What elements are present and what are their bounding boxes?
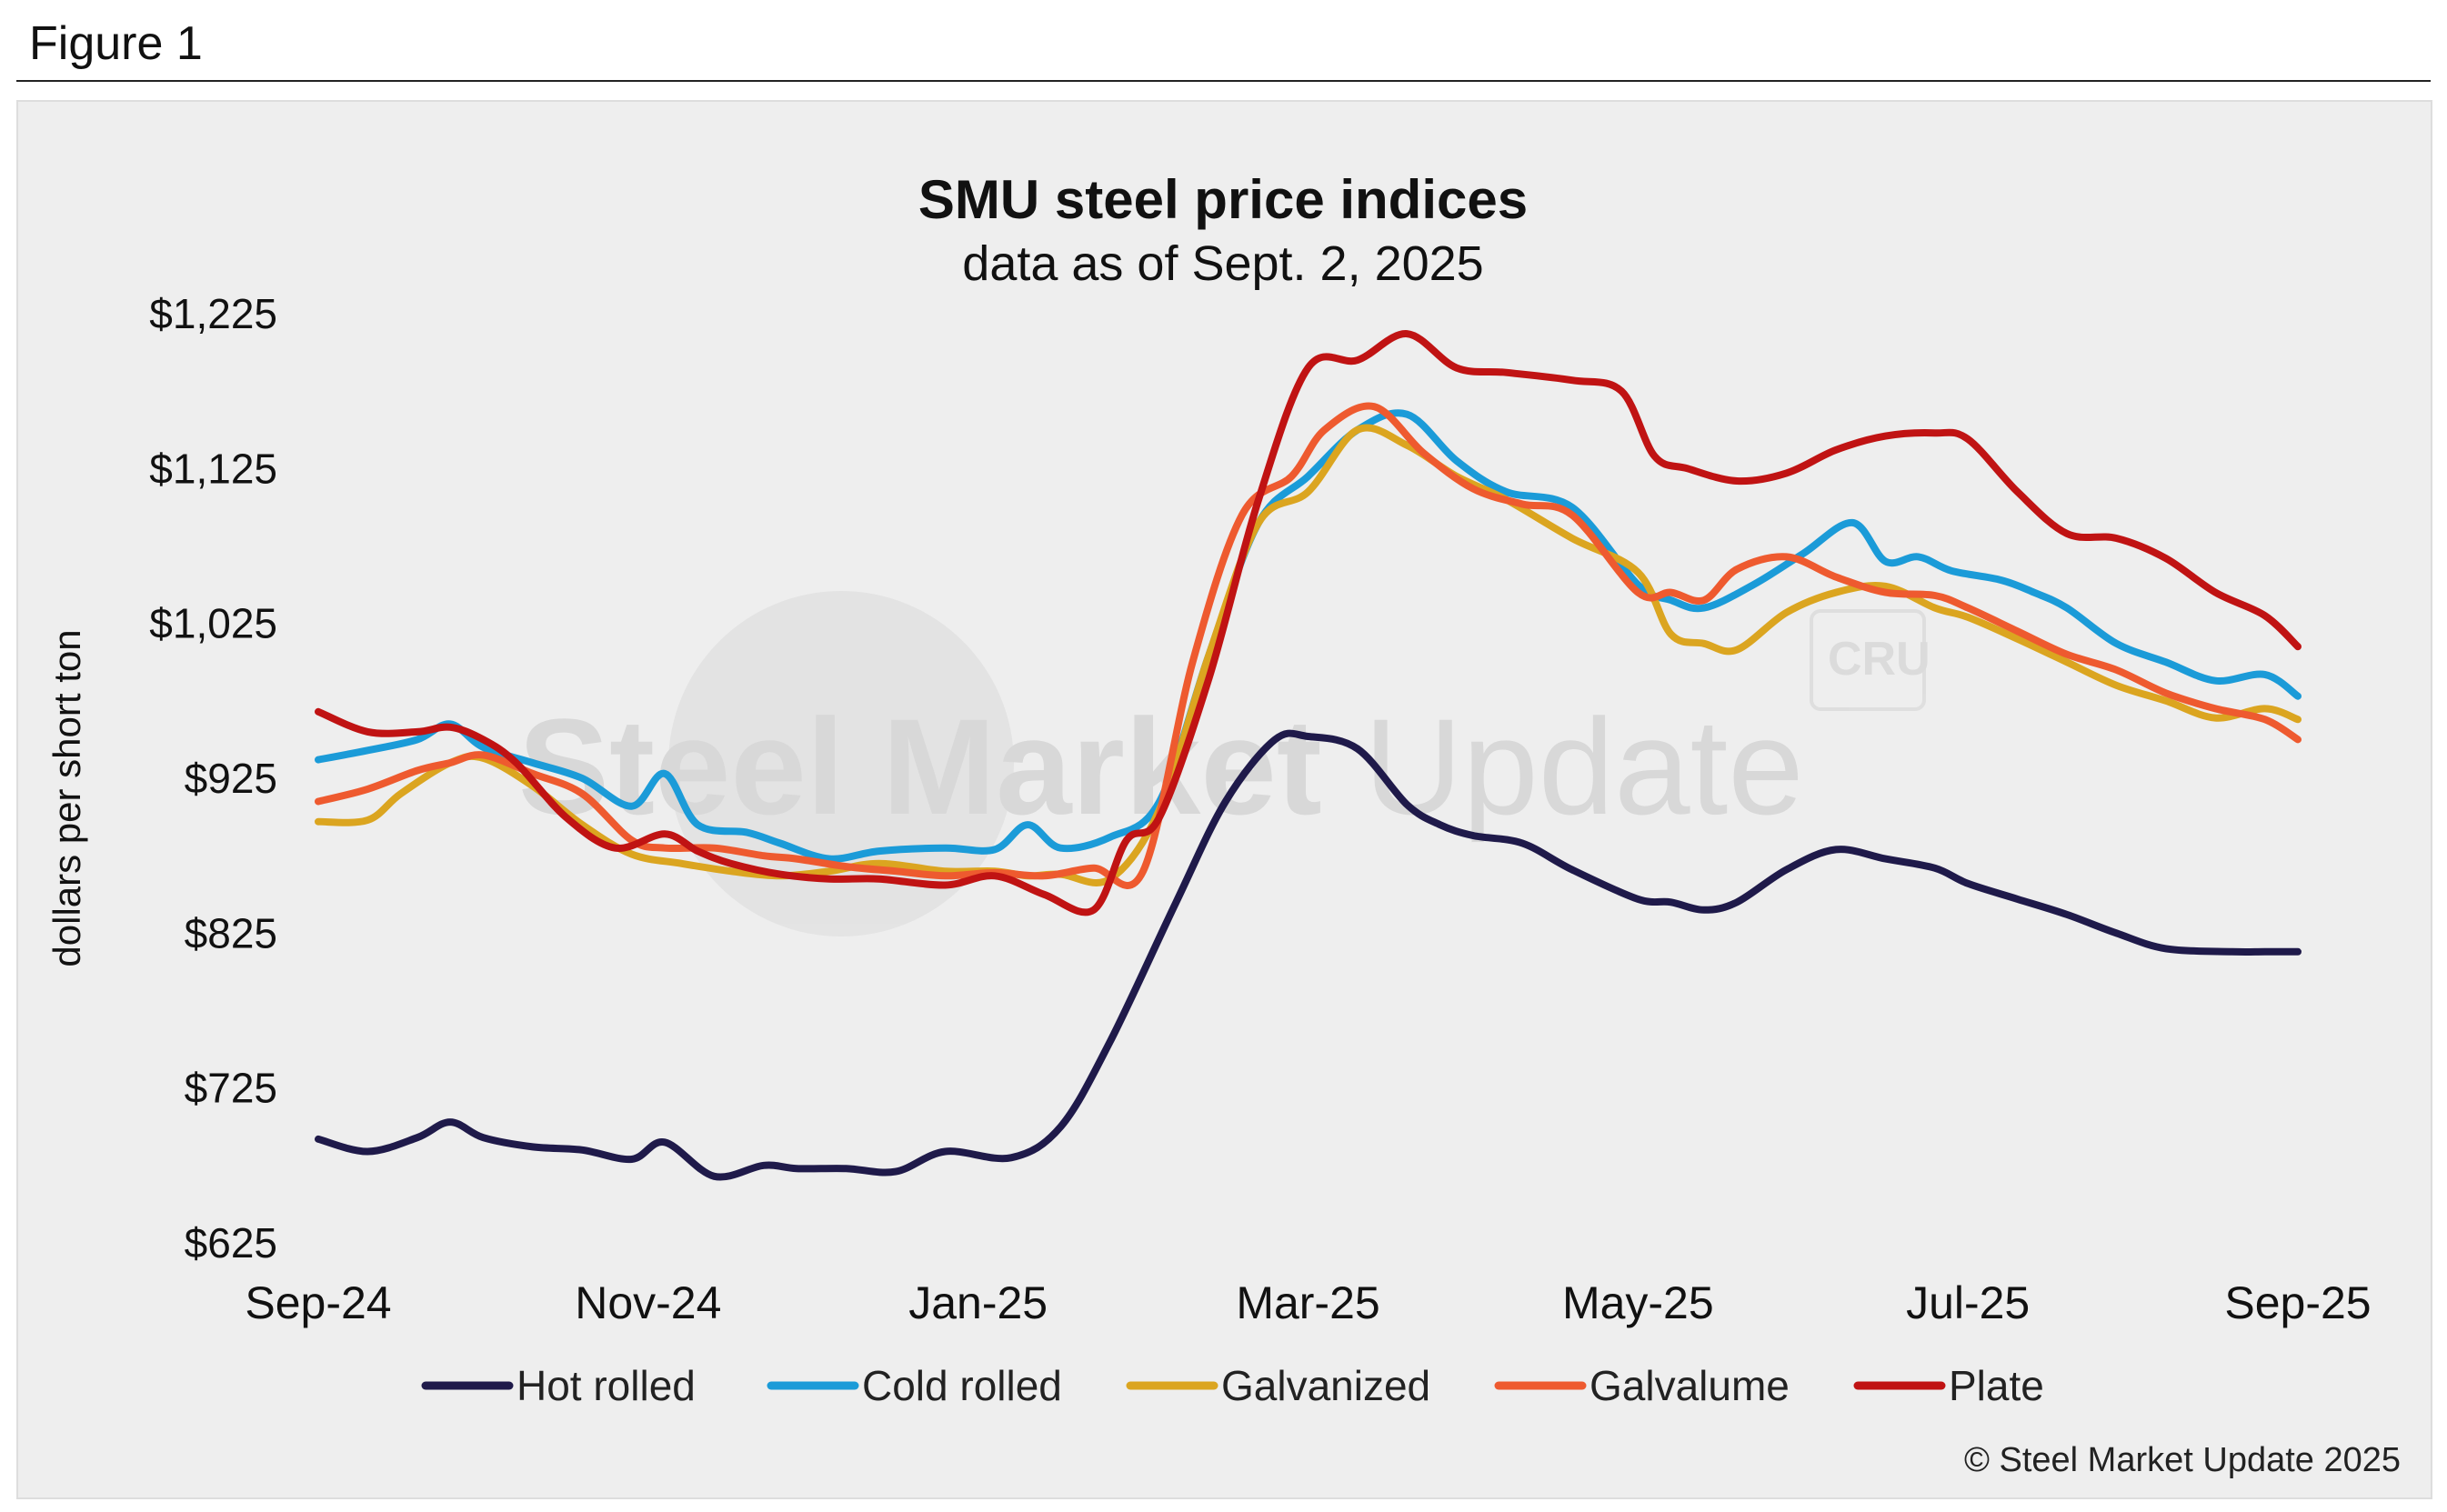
y-axis-label: dollars per short ton — [45, 629, 88, 966]
series-line-galvanized — [315, 424, 2302, 886]
y-tick-label: $1,225 — [149, 290, 277, 337]
chart-title: SMU steel price indices — [918, 169, 1528, 230]
y-tick-label: $625 — [185, 1219, 277, 1267]
legend-item-galvanized: Galvanized — [1126, 1362, 1430, 1409]
x-tick-label: Mar-25 — [1236, 1277, 1379, 1328]
y-axis-ticks: $625 $725 $825 $925 $1,025 $1,125 $1,225 — [149, 290, 277, 1267]
y-tick-label: $1,025 — [149, 600, 277, 647]
legend-item-galvalume: Galvalume — [1494, 1362, 1790, 1409]
chart-subtitle: data as of Sept. 2, 2025 — [962, 236, 1483, 291]
watermark-text-light: Update — [1364, 690, 1804, 843]
x-axis-ticks: Sep-24 Nov-24 Jan-25 Mar-25 May-25 Jul-25 Sep-… — [245, 1277, 2371, 1328]
series-line-plate — [315, 330, 2302, 916]
y-tick-label: $1,125 — [149, 445, 277, 492]
series-line-cold-rolled — [315, 409, 2302, 863]
watermark: Steel Market Update CRU — [518, 591, 1931, 936]
series-lines — [315, 330, 2302, 1181]
legend-item-hot-rolled: Hot rolled — [421, 1362, 696, 1409]
legend-label: Galvalume — [1590, 1362, 1790, 1409]
series-line-hot-rolled — [315, 729, 2302, 1181]
x-tick-label: Sep-24 — [245, 1277, 391, 1328]
series-line-galvalume — [315, 402, 2302, 889]
figure-divider — [16, 80, 2431, 82]
y-tick-label: $825 — [185, 909, 277, 956]
legend: Hot rolled Cold rolled Galvanized Galvalume… — [421, 1362, 2044, 1409]
x-tick-label: Jul-25 — [1906, 1277, 2030, 1328]
x-tick-label: Jan-25 — [908, 1277, 1048, 1328]
x-tick-label: May-25 — [1562, 1277, 1714, 1328]
legend-label: Galvanized — [1221, 1362, 1430, 1409]
legend-item-plate: Plate — [1853, 1362, 2044, 1409]
legend-label: Cold rolled — [862, 1362, 1062, 1409]
x-tick-label: Sep-25 — [2224, 1277, 2371, 1328]
watermark-badge-text: CRU — [1828, 633, 1931, 686]
watermark-badge-box — [1810, 609, 1926, 711]
copyright-credit: © Steel Market Update 2025 — [1964, 1441, 2401, 1479]
x-tick-label: Nov-24 — [575, 1277, 721, 1328]
legend-label: Plate — [1949, 1362, 2044, 1409]
figure-label: Figure 1 — [29, 17, 203, 70]
y-tick-label: $725 — [185, 1065, 277, 1112]
legend-item-cold-rolled: Cold rolled — [767, 1362, 1062, 1409]
legend-label: Hot rolled — [516, 1362, 696, 1409]
y-tick-label: $925 — [185, 755, 277, 802]
